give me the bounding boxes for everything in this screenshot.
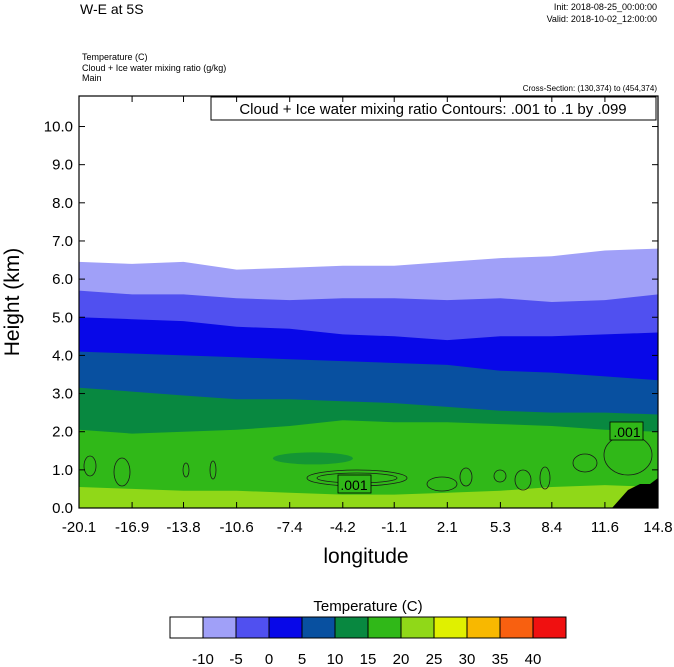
colorbar: -10 -5 0 5 10 15 20 25 30 35 40	[169, 616, 567, 667]
contour-ellipse	[182, 462, 190, 478]
colorbar-swatch	[400, 616, 435, 639]
x-axis-label: longitude	[323, 545, 408, 568]
x-tick-label: 2.1	[437, 519, 458, 536]
init-time: Init: 2018-08-25_00:00:00	[554, 2, 657, 12]
colorbar-swatch	[367, 616, 402, 639]
cross-section-label: Cross-Section: (130,374) to (454,374)	[523, 84, 658, 93]
temperature-band	[79, 485, 658, 508]
colorbar-label: 20	[393, 651, 410, 667]
colorbar-label: -5	[229, 651, 242, 667]
contour-ellipse	[83, 455, 97, 477]
colorbar-swatch	[532, 616, 567, 639]
y-tick-label: 4.0	[52, 347, 73, 364]
colorbar-label: 0	[265, 651, 273, 667]
x-tick-label: 8.4	[541, 519, 562, 536]
y-tick-label: 10.0	[44, 119, 73, 136]
contour-info: Cloud + Ice water mixing ratio Contours:…	[239, 101, 626, 118]
colorbar-swatch	[202, 616, 237, 639]
contour-ellipse	[572, 453, 598, 473]
x-axis: -20.1 -16.9 -13.8 -10.6 -7.4 -4.2 -1.1 2.1 5.3 8.…	[62, 96, 673, 536]
colorbar-label: 30	[459, 651, 476, 667]
valid-time: Valid: 2018-10-02_12:00:00	[547, 14, 657, 24]
colorbar-swatch	[466, 616, 501, 639]
terrain	[612, 478, 658, 508]
temperature-band	[79, 420, 658, 508]
contour-ellipse	[493, 469, 507, 483]
colorbar-label: 5	[298, 651, 306, 667]
y-tick-label: 8.0	[52, 195, 73, 212]
x-tick-label: 11.6	[591, 519, 619, 536]
field-cloud-ice: Cloud + Ice water mixing ratio (g/kg)	[82, 63, 226, 73]
colorbar-title: Temperature (C)	[313, 598, 422, 615]
colorbar-swatch	[268, 616, 303, 639]
contour-label: .001	[613, 424, 640, 440]
contour-ellipse	[514, 469, 532, 491]
y-axis: 0.0 1.0 2.0 3.0 4.0 5.0 6.0 7.0 8.0 9.0 10.0	[44, 119, 658, 517]
temperature-bands	[79, 248, 658, 508]
colorbar-label: 40	[525, 651, 542, 667]
plot-frame	[78, 95, 659, 509]
plot-area	[79, 96, 658, 508]
y-tick-label: 9.0	[52, 157, 73, 174]
x-tick-label: -10.6	[220, 519, 254, 536]
x-tick-label: -4.2	[330, 519, 356, 536]
x-tick-label: -1.1	[381, 519, 407, 536]
colorbar-swatch	[499, 616, 534, 639]
colorbar-label: 10	[327, 651, 344, 667]
contour-ellipse	[209, 460, 217, 480]
y-tick-label: 7.0	[52, 233, 73, 250]
contour-ellipse	[426, 476, 458, 492]
contour-label-box	[609, 421, 644, 441]
field-main: Main	[82, 73, 102, 83]
y-tick-label: 0.0	[52, 500, 73, 517]
y-tick-label: 5.0	[52, 309, 73, 326]
colorbar-label: -10	[192, 651, 214, 667]
temperature-patch	[272, 452, 353, 465]
contour-ellipse	[459, 467, 473, 487]
x-tick-label: 14.8	[643, 519, 672, 536]
y-tick-label: 6.0	[52, 271, 73, 288]
x-tick-label: -16.9	[115, 519, 149, 536]
contour-label: .001	[340, 477, 367, 493]
y-axis-label: Height (km)	[1, 248, 24, 357]
y-tick-label: 3.0	[52, 386, 73, 403]
colorbar-swatch	[334, 616, 369, 639]
contour-ellipse	[113, 457, 131, 487]
colorbar-swatch	[301, 616, 336, 639]
colorbar-label: 15	[360, 651, 377, 667]
x-tick-label: -20.1	[62, 519, 96, 536]
x-tick-label: -7.4	[277, 519, 303, 536]
colorbar-swatch	[169, 616, 204, 639]
y-tick-label: 2.0	[52, 424, 73, 441]
contour-ellipse	[539, 466, 551, 490]
contour-info-box	[210, 96, 657, 121]
chart-title: W-E at 5S	[80, 1, 144, 17]
x-tick-label: -13.8	[166, 519, 200, 536]
colorbar-label: 35	[492, 651, 509, 667]
colorbar-label: 25	[426, 651, 443, 667]
field-temperature: Temperature (C)	[82, 52, 148, 62]
colorbar-swatch	[235, 616, 270, 639]
colorbar-swatch	[433, 616, 468, 639]
y-tick-label: 1.0	[52, 462, 73, 479]
x-tick-label: 5.3	[490, 519, 511, 536]
contour-label-box	[337, 474, 372, 494]
